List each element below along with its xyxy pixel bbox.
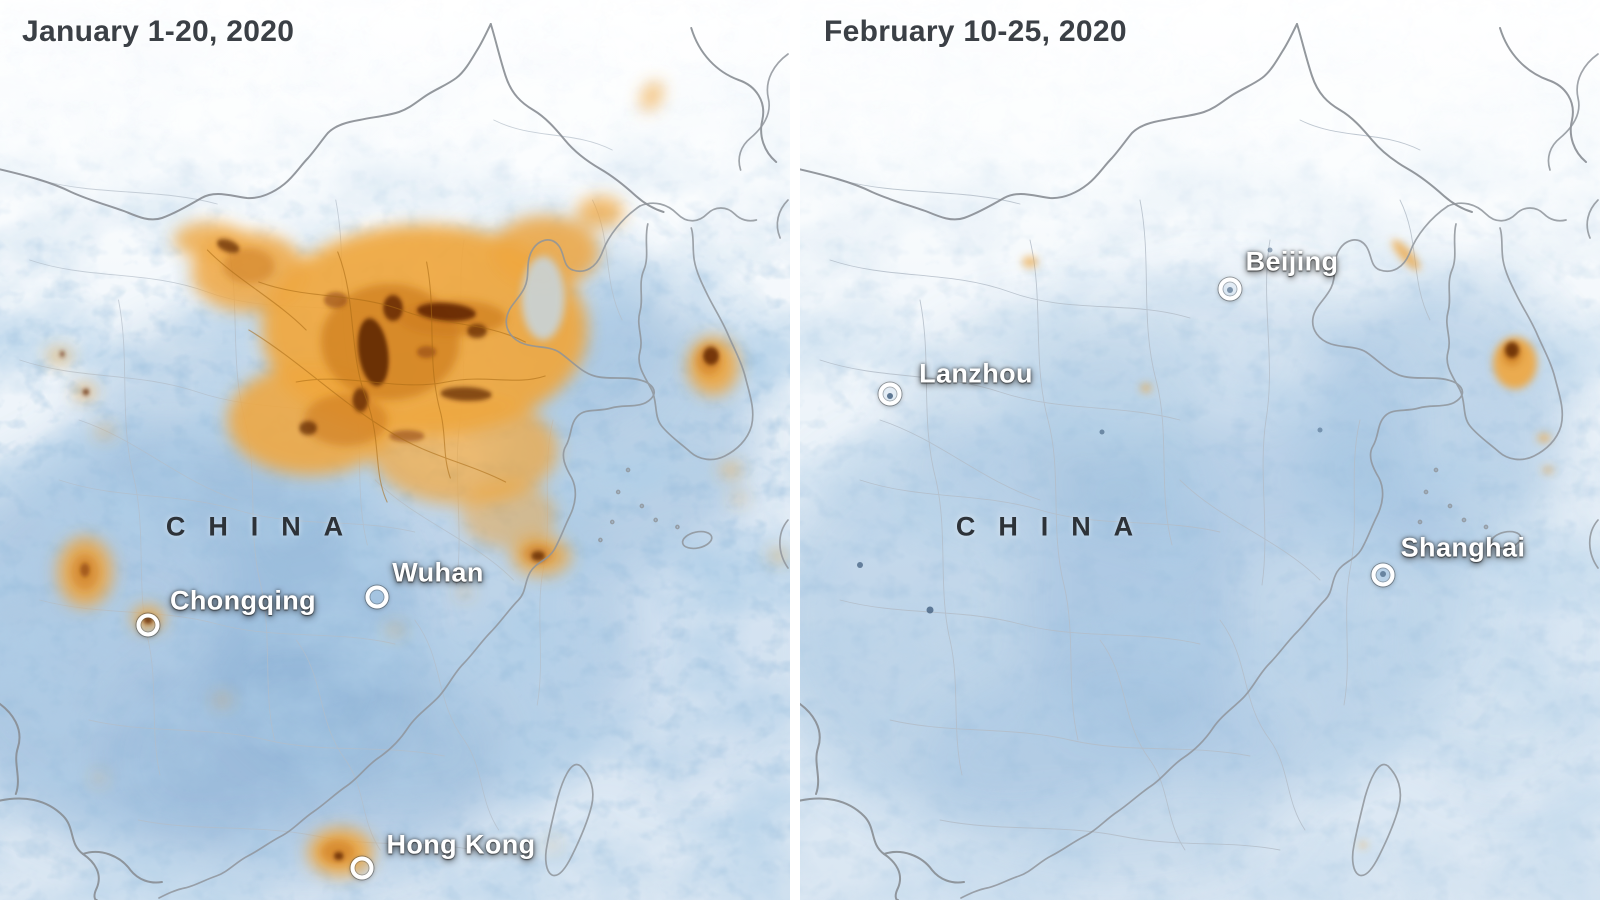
february-map-svg <box>800 0 1600 900</box>
january-map-svg <box>0 0 790 900</box>
extreme-no2-layer <box>59 239 719 860</box>
bohai-gulf-water <box>521 256 565 340</box>
city-dot-layer <box>857 247 1519 614</box>
map-panel-february <box>800 0 1600 900</box>
panel-divider <box>790 0 800 900</box>
cloud-texture-group <box>800 0 1600 900</box>
map-panel-january <box>0 0 790 900</box>
